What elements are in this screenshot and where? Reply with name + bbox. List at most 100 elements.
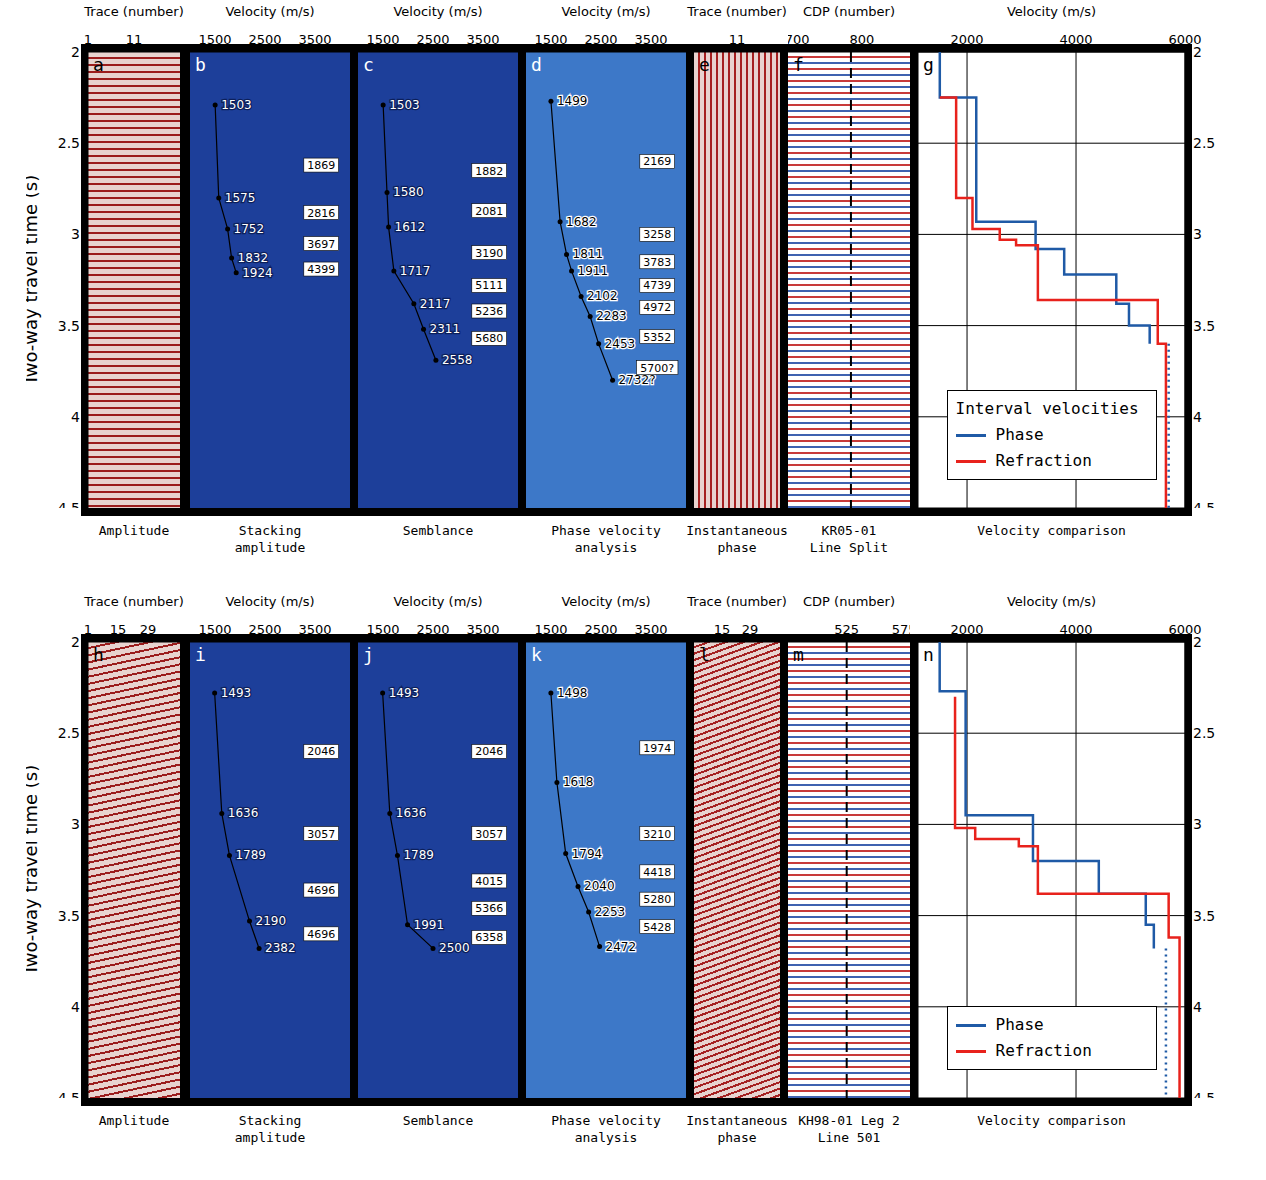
svg-text:1789: 1789 <box>403 848 434 862</box>
svg-text:575: 575 <box>892 622 910 637</box>
svg-text:1612: 1612 <box>395 220 426 234</box>
svg-text:1503: 1503 <box>221 98 252 112</box>
svg-text:4739: 4739 <box>643 279 671 292</box>
svg-text:2: 2 <box>1193 634 1202 650</box>
svg-text:1924: 1924 <box>242 266 273 280</box>
svg-text:2732?: 2732? <box>619 373 656 387</box>
svg-text:3: 3 <box>1193 816 1202 832</box>
svg-text:2500: 2500 <box>584 32 617 47</box>
svg-text:3.5: 3.5 <box>1193 318 1215 334</box>
svg-text:3057: 3057 <box>475 828 503 841</box>
svg-text:4418: 4418 <box>643 866 671 879</box>
svg-text:2190: 2190 <box>256 914 287 928</box>
svg-text:5280: 5280 <box>643 893 671 906</box>
svg-text:1500: 1500 <box>534 622 567 637</box>
svg-text:2558: 2558 <box>442 353 473 367</box>
svg-text:2500: 2500 <box>439 941 470 955</box>
svg-text:4.5: 4.5 <box>1193 500 1215 508</box>
svg-text:2253: 2253 <box>595 905 626 919</box>
svg-text:800: 800 <box>850 32 875 47</box>
svg-text:5680: 5680 <box>475 332 503 345</box>
svg-text:1493: 1493 <box>221 686 252 700</box>
svg-text:3500: 3500 <box>466 32 499 47</box>
svg-text:1500: 1500 <box>366 32 399 47</box>
svg-text:4000: 4000 <box>1059 622 1092 637</box>
svg-text:3783: 3783 <box>643 256 671 269</box>
svg-text:1832: 1832 <box>238 251 269 265</box>
svg-text:3210: 3210 <box>643 828 671 841</box>
svg-text:3: 3 <box>71 226 80 242</box>
svg-text:2472: 2472 <box>606 940 637 954</box>
svg-text:3057: 3057 <box>307 828 335 841</box>
svg-text:2: 2 <box>1193 44 1202 60</box>
svg-text:1500: 1500 <box>198 32 231 47</box>
svg-text:3500: 3500 <box>634 622 667 637</box>
svg-text:2.5: 2.5 <box>1193 725 1215 741</box>
svg-text:1: 1 <box>84 32 92 47</box>
svg-text:5352: 5352 <box>643 331 671 344</box>
svg-text:2500: 2500 <box>416 622 449 637</box>
svg-text:2081: 2081 <box>475 205 503 218</box>
svg-text:11: 11 <box>729 32 746 47</box>
svg-text:4399: 4399 <box>307 263 335 276</box>
svg-text:2283: 2283 <box>596 309 627 323</box>
svg-text:29: 29 <box>140 622 157 637</box>
svg-text:2040: 2040 <box>584 879 615 893</box>
svg-text:1991: 1991 <box>414 918 445 932</box>
svg-text:1636: 1636 <box>396 806 427 820</box>
svg-text:1882: 1882 <box>475 165 503 178</box>
svg-text:1911: 1911 <box>578 264 609 278</box>
svg-text:5366: 5366 <box>475 902 503 915</box>
svg-text:Two-way travel time (s): Two-way travel time (s) <box>26 175 41 386</box>
svg-text:1499: 1499 <box>557 94 588 108</box>
svg-text:5111: 5111 <box>475 279 503 292</box>
svg-text:2: 2 <box>71 44 80 60</box>
svg-text:1498: 1498 <box>557 686 588 700</box>
svg-text:1869: 1869 <box>307 159 335 172</box>
svg-text:3500: 3500 <box>466 622 499 637</box>
svg-text:1500: 1500 <box>534 32 567 47</box>
svg-text:1789: 1789 <box>235 848 266 862</box>
svg-text:4: 4 <box>71 409 80 425</box>
svg-text:3697: 3697 <box>307 238 335 251</box>
svg-text:4000: 4000 <box>1059 32 1092 47</box>
svg-text:3.5: 3.5 <box>58 908 80 924</box>
svg-text:2046: 2046 <box>475 745 503 758</box>
svg-text:2311: 2311 <box>430 322 461 336</box>
svg-text:2169: 2169 <box>643 155 671 168</box>
svg-text:700: 700 <box>788 32 809 47</box>
svg-text:1575: 1575 <box>225 191 256 205</box>
svg-text:3: 3 <box>71 816 80 832</box>
svg-text:3190: 3190 <box>475 247 503 260</box>
svg-text:3.5: 3.5 <box>1193 908 1215 924</box>
svg-text:4.5: 4.5 <box>58 1090 80 1098</box>
svg-text:29: 29 <box>742 622 759 637</box>
svg-text:1794: 1794 <box>572 847 603 861</box>
svg-text:3258: 3258 <box>643 228 671 241</box>
svg-text:1493: 1493 <box>389 686 420 700</box>
svg-text:1618: 1618 <box>563 775 594 789</box>
svg-text:4: 4 <box>1193 409 1202 425</box>
svg-text:2046: 2046 <box>307 745 335 758</box>
svg-text:6358: 6358 <box>475 931 503 944</box>
svg-text:2.5: 2.5 <box>1193 135 1215 151</box>
svg-text:1717: 1717 <box>400 264 431 278</box>
svg-text:4015: 4015 <box>475 875 503 888</box>
svg-text:1974: 1974 <box>643 742 671 755</box>
svg-text:4.5: 4.5 <box>1193 1090 1215 1098</box>
svg-text:1682: 1682 <box>566 215 597 229</box>
svg-text:1503: 1503 <box>389 98 420 112</box>
svg-text:2102: 2102 <box>587 289 618 303</box>
svg-text:1580: 1580 <box>393 185 424 199</box>
svg-text:4696: 4696 <box>307 928 335 941</box>
svg-text:5700?: 5700? <box>640 362 674 375</box>
svg-text:5428: 5428 <box>643 921 671 934</box>
svg-text:4696: 4696 <box>307 884 335 897</box>
svg-text:1500: 1500 <box>366 622 399 637</box>
svg-text:3: 3 <box>1193 226 1202 242</box>
svg-text:2.5: 2.5 <box>58 725 80 741</box>
svg-text:Two-way travel time (s): Two-way travel time (s) <box>26 765 41 976</box>
svg-text:2000: 2000 <box>950 622 983 637</box>
svg-text:1636: 1636 <box>228 806 259 820</box>
svg-text:1811: 1811 <box>573 247 604 261</box>
